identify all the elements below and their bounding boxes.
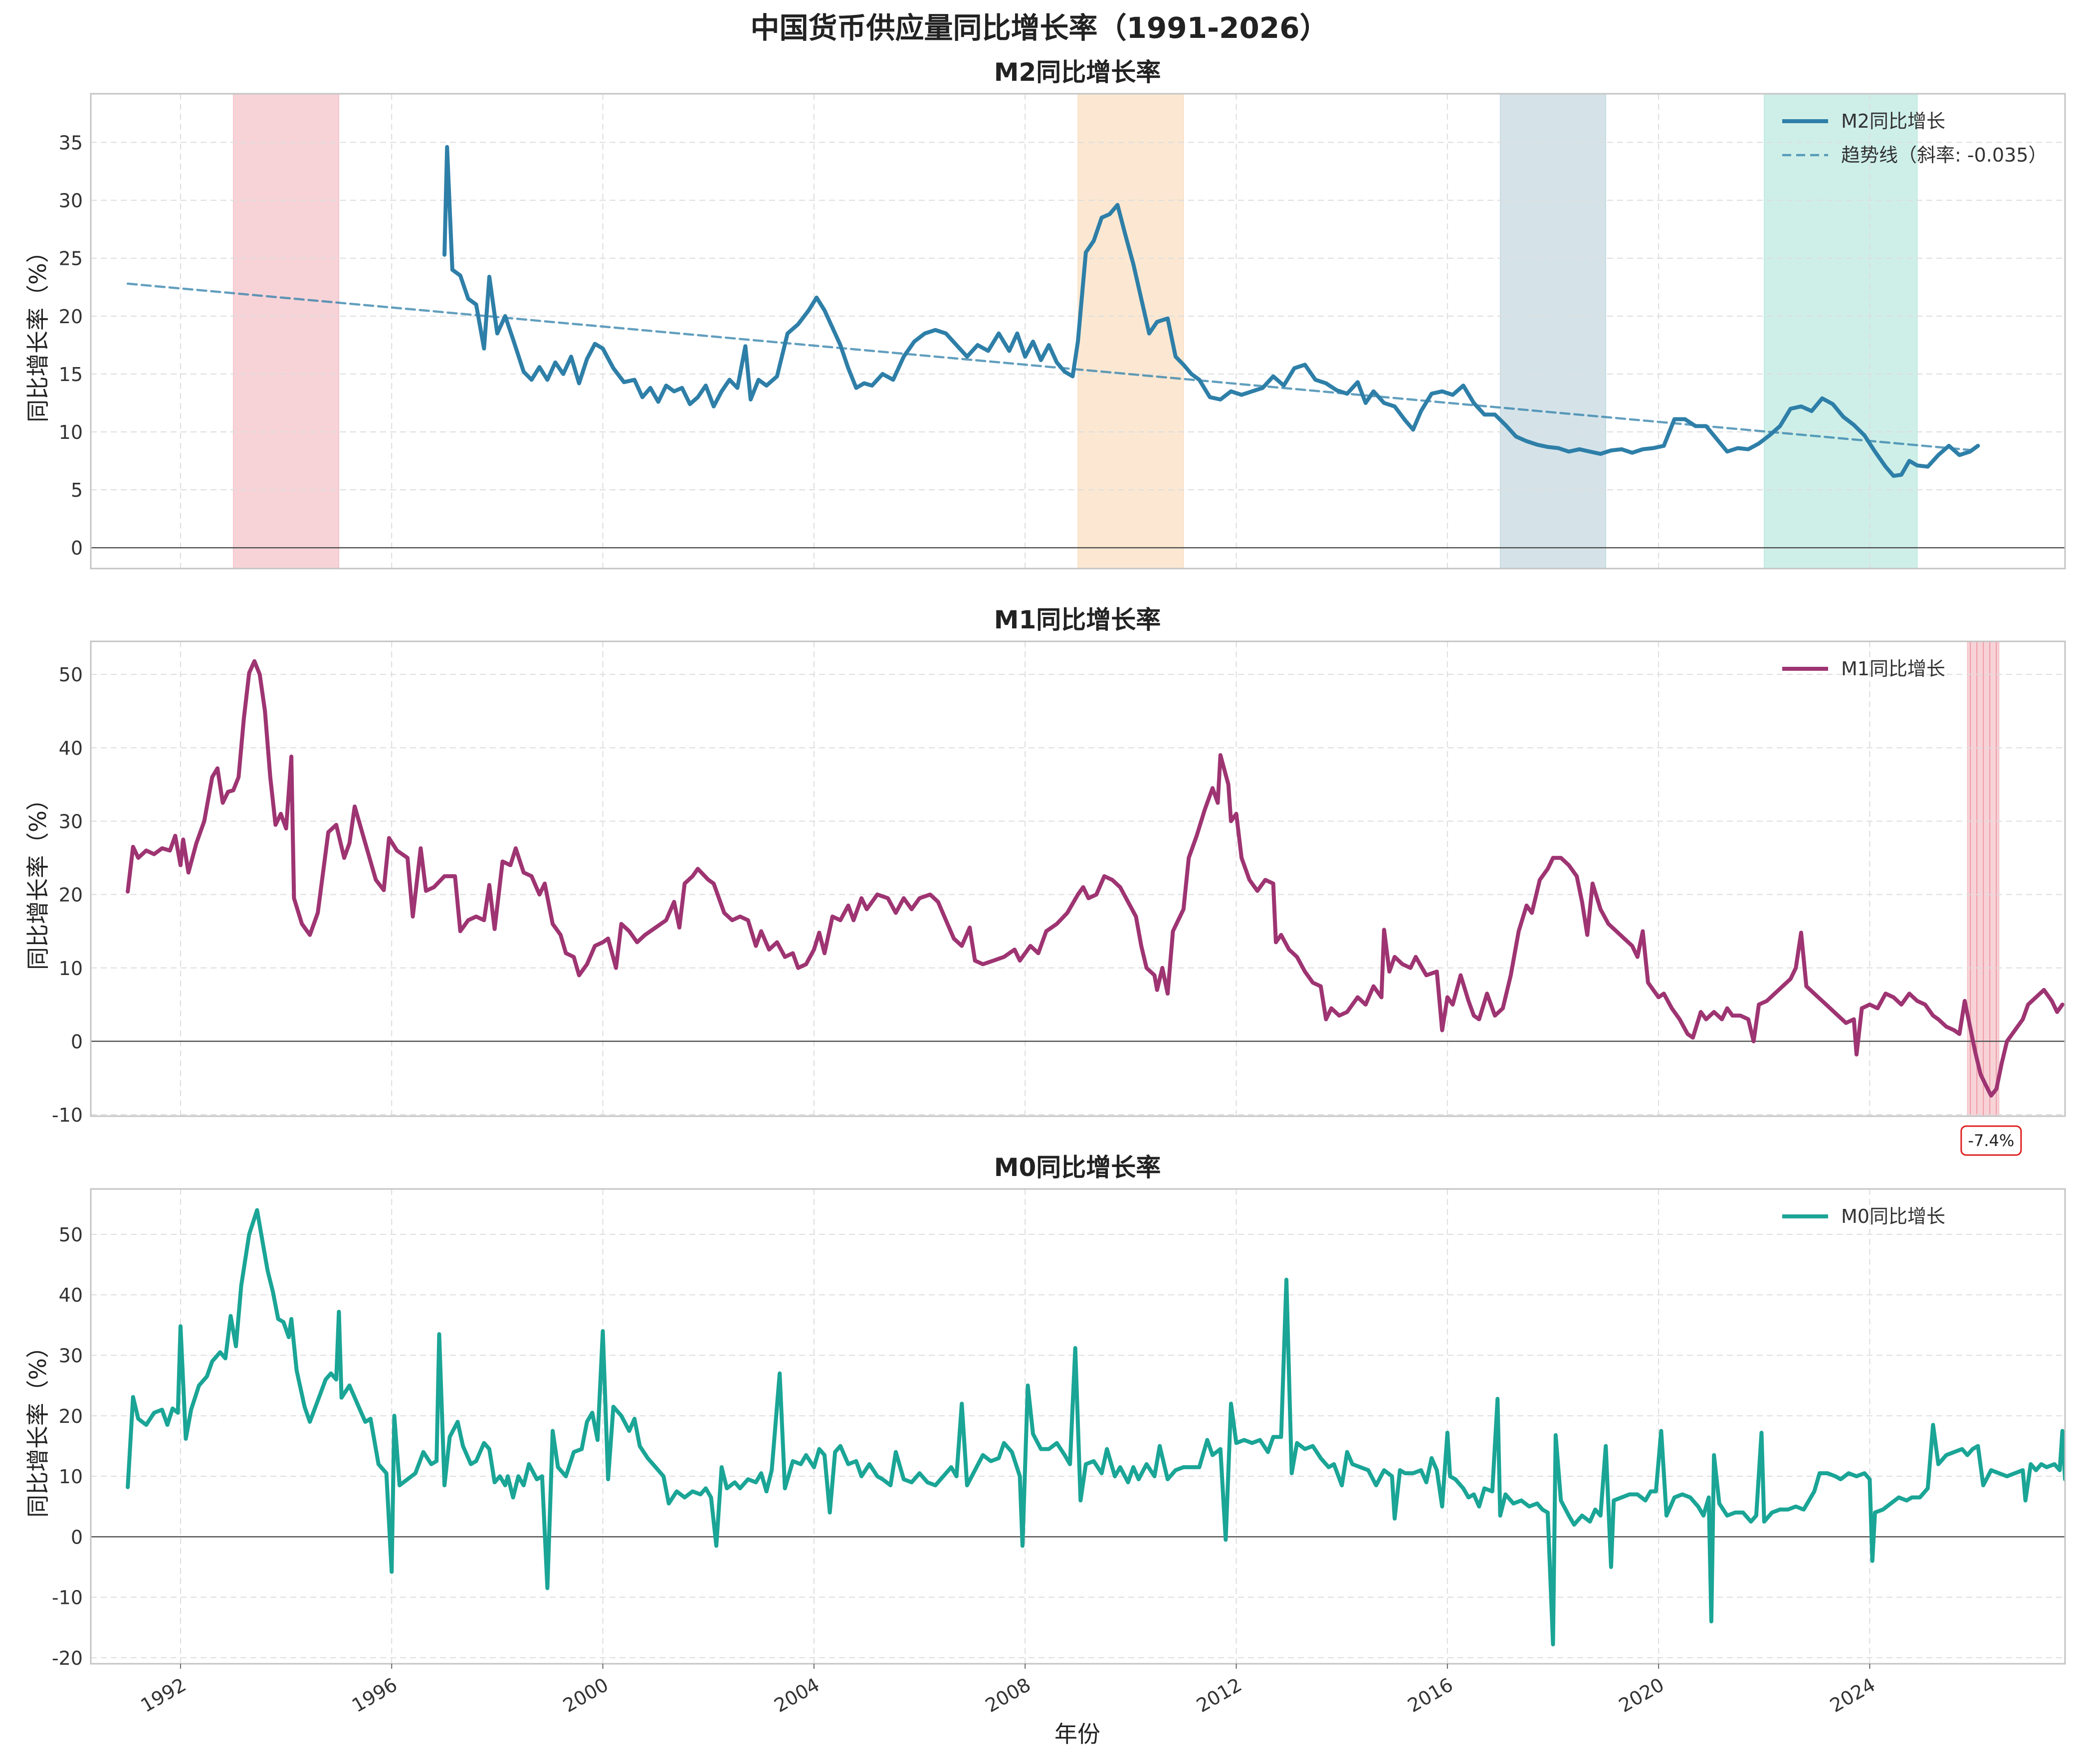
m2-shaded-range [233,94,339,569]
m0-y-tick-label: 20 [59,1405,83,1427]
m1-annotation-label: -7.4% [1968,1131,2014,1150]
x-tick-label: 2016 [1404,1674,1457,1717]
m1-y-tick-label: 10 [59,958,83,980]
m1-panel: M1同比增长率 -10 0 10 20 30 40 50 同比增长率（%） -7.4% M1同比增长 [24,605,2066,1156]
m1-y-tick-label: 20 [59,884,83,906]
m1-series-line [126,659,2065,1098]
x-tick-label: 2024 [1826,1674,1879,1717]
x-tick-label: 2004 [771,1674,824,1717]
x-tick-label: 2000 [559,1674,612,1717]
m2-y-tick-label: 30 [59,190,83,212]
m1-legend-label: M1同比增长 [1841,658,1945,680]
x-tick-label: 2012 [1193,1674,1246,1717]
m2-y-tick-label: 5 [71,479,83,501]
m1-plot-area [91,641,2065,1116]
chart-panels: M2同比增长率 0 5 10 15 20 25 30 35 同比增长率（%） M2同比增长趋势线（斜… [24,58,2066,1717]
x-tick-label: 1996 [348,1674,401,1717]
x-tick-label: 2008 [982,1674,1035,1717]
m0-y-tick-label: 10 [59,1466,83,1488]
m2-series-line [442,145,1980,478]
m2-legend-label: M2同比增长 [1841,110,1945,132]
x-tick-label: 2020 [1615,1674,1668,1717]
m2-plot-frame [90,93,2066,570]
m1-y-tick-label: 50 [59,664,83,686]
m1-plot-frame [90,640,2066,1117]
m2-trend-line [126,282,1977,452]
m2-y-tick-label: 0 [71,537,83,559]
m1-y-tick-label: -10 [52,1104,83,1126]
m2-panel: M2同比增长率 0 5 10 15 20 25 30 35 同比增长率（%） M2同比增长趋势线（斜… [24,58,2066,570]
m2-plot-area [91,94,2065,569]
m0-panel: M0同比增长率 -20 -10 0 10 20 30 40 50 同比增长率（%） M0同比增长 19… [24,1153,2066,1717]
m2-y-tick-label: 10 [59,421,83,443]
m2-y-axis-title: 同比增长率（%） [24,240,51,422]
m2-shaded-range [1077,94,1184,569]
m0-legend-label: M0同比增长 [1841,1205,1945,1227]
m0-plot-area [91,1189,2065,1664]
m2-y-tick-label: 35 [59,132,83,154]
m1-y-tick-label: 30 [59,810,83,832]
m1-annotation-box [1960,1125,2022,1156]
m0-y-tick-label: 30 [59,1345,83,1367]
x-tick-label: 1992 [137,1674,190,1717]
m1-y-axis-title: 同比增长率（%） [24,787,51,970]
m2-panel-title: M2同比增长率 [994,58,1161,87]
m0-y-axis-title: 同比增长率（%） [24,1335,51,1518]
m0-y-tick-label: 50 [59,1224,83,1246]
m1-y-tick-label: 40 [59,737,83,759]
figure-title: 中国货币供应量同比增长率（1991-2026） [751,11,1329,45]
m2-y-tick-label: 15 [59,364,83,386]
m2-shaded-range [1500,94,1606,569]
m0-series-line [126,1208,2065,1647]
m0-y-tick-label: 40 [59,1284,83,1306]
m0-y-tick-label: -10 [52,1587,83,1609]
m0-panel-title: M0同比增长率 [994,1153,1161,1182]
m2-y-tick-label: 25 [59,248,83,270]
m2-legend-label: 趋势线（斜率: -0.035） [1841,144,2047,166]
m2-y-tick-label: 20 [59,306,83,328]
m1-y-tick-label: 0 [71,1031,83,1053]
m0-y-tick-label: 0 [71,1526,83,1548]
m0-y-tick-label: -20 [52,1647,83,1669]
m0-plot-frame [90,1188,2066,1665]
m1-panel-title: M1同比增长率 [994,605,1161,634]
x-axis-title: 年份 [1054,1721,1100,1748]
